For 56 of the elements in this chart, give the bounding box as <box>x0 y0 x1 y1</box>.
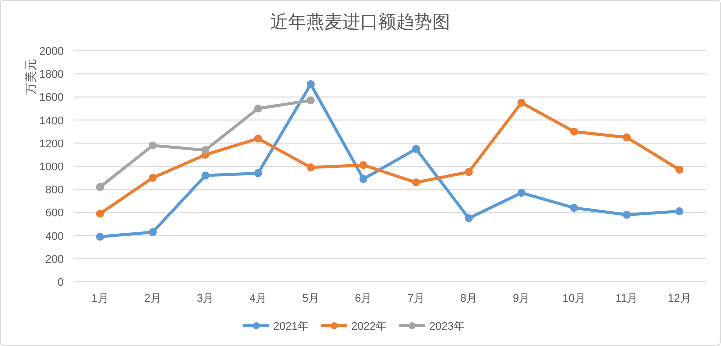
point <box>96 183 104 192</box>
point <box>149 228 157 236</box>
y-tick-label: 1200 <box>40 138 64 150</box>
y-tick-label: 400 <box>46 230 64 243</box>
point <box>254 134 262 143</box>
x-tick-label: 12月 <box>668 293 692 305</box>
point <box>202 172 210 180</box>
x-tick-label: 4月 <box>250 293 267 305</box>
point <box>149 142 157 150</box>
y-tick-label: 1800 <box>40 69 64 82</box>
point <box>623 134 631 142</box>
point <box>676 208 684 216</box>
x-tick-label: 10月 <box>562 293 586 305</box>
y-tick-label: 1400 <box>40 115 64 128</box>
legend-label: 2022年 <box>352 321 387 333</box>
x-tick-label: 3月 <box>197 293 214 305</box>
point <box>307 96 315 105</box>
point <box>202 146 210 154</box>
point <box>254 104 262 113</box>
y-tick-label: 200 <box>46 254 64 266</box>
point <box>465 214 473 222</box>
x-tick-label: 11月 <box>616 293 638 305</box>
x-tick-label: 9月 <box>513 293 530 305</box>
x-tick-label: 5月 <box>302 293 320 305</box>
legend-label: 2021年 <box>274 321 309 333</box>
x-tick-label: 1月 <box>92 293 109 305</box>
point <box>623 211 631 220</box>
legend-label: 2023年 <box>430 321 465 333</box>
point <box>465 168 473 176</box>
point <box>360 175 368 184</box>
point <box>676 166 684 174</box>
chart-title: 近年燕麦进口额趋势图 <box>270 12 450 32</box>
y-tick-label: 1000 <box>40 162 64 174</box>
y-tick-label: 800 <box>46 184 64 197</box>
x-tick-label: 7月 <box>408 293 425 305</box>
y-tick-label: 600 <box>46 208 64 220</box>
point <box>149 174 157 182</box>
point <box>307 164 315 172</box>
y-tick-label: 0 <box>58 277 64 289</box>
point <box>570 204 578 212</box>
point <box>360 161 368 170</box>
point <box>518 98 526 107</box>
point <box>518 189 526 198</box>
point <box>96 210 104 218</box>
point <box>412 178 420 187</box>
x-tick-label: 2月 <box>144 293 162 305</box>
point <box>307 80 315 88</box>
x-tick-label: 6月 <box>355 293 372 305</box>
point <box>570 128 578 136</box>
y-tick-label: 1600 <box>40 92 64 104</box>
point <box>96 232 104 241</box>
y-axis-title: 万美元 <box>24 59 38 95</box>
point <box>412 145 420 154</box>
point <box>254 169 262 178</box>
y-tick-label: 2000 <box>40 46 64 58</box>
x-tick-label: 8月 <box>460 293 478 305</box>
